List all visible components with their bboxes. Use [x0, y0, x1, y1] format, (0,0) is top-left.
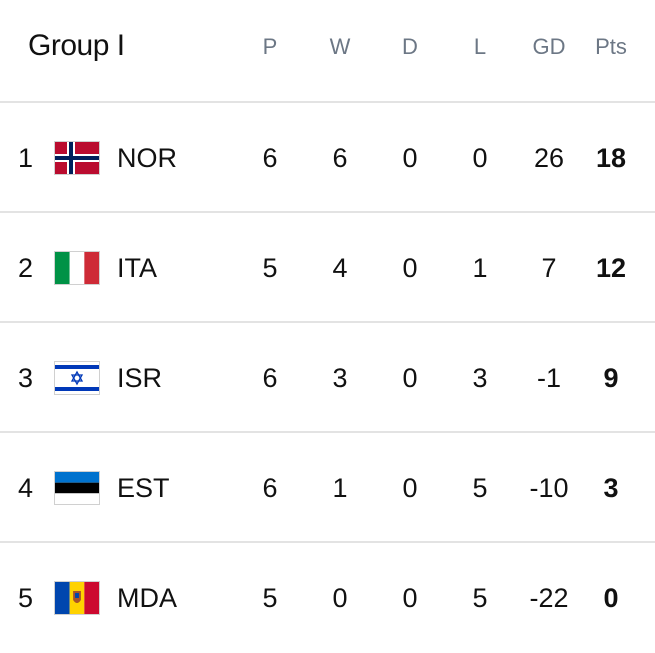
rank: 4	[18, 473, 34, 503]
goal-diff-value: -1	[536, 363, 561, 393]
lost-value: 3	[472, 363, 488, 393]
column-header-goal-diff: GD	[532, 34, 566, 59]
column-header-won: W	[329, 34, 351, 59]
table-row[interactable]: 2 ITA 5 4 0 1 7 12	[0, 213, 655, 323]
team-name: ISR	[117, 363, 163, 393]
table-row[interactable]: 5 MDA 5 0 0 5 -22 0	[0, 543, 655, 653]
column-header-drawn: D	[402, 34, 418, 59]
points-value: 3	[603, 473, 619, 503]
drawn-value: 0	[402, 253, 418, 283]
column-header-points: Pts	[595, 34, 627, 59]
table-header: Group I P W D L GD Pts	[0, 0, 655, 103]
lost-value: 1	[472, 253, 488, 283]
team-name: ITA	[117, 253, 157, 283]
israel-flag-icon	[55, 362, 99, 394]
group-title: Group I	[28, 29, 125, 62]
goal-diff-value: 26	[533, 143, 565, 173]
goal-diff-value: -10	[529, 473, 569, 503]
points-value: 0	[603, 583, 619, 613]
estonia-flag-icon	[55, 472, 99, 504]
won-value: 0	[332, 583, 348, 613]
drawn-value: 0	[402, 473, 418, 503]
table-row[interactable]: 1 NOR 6 6 0 0 26 18	[0, 103, 655, 213]
team-name: EST	[117, 473, 170, 503]
goal-diff-value: 7	[541, 253, 557, 283]
column-header-played: P	[262, 34, 278, 59]
norway-flag-icon	[55, 142, 99, 174]
played-value: 6	[262, 473, 278, 503]
team-name: NOR	[117, 143, 177, 173]
rank: 2	[18, 253, 34, 283]
played-value: 6	[262, 363, 278, 393]
won-value: 4	[332, 253, 348, 283]
lost-value: 5	[472, 473, 488, 503]
moldova-flag-icon	[55, 582, 99, 614]
goal-diff-value: -22	[529, 583, 569, 613]
table-row[interactable]: 4 EST 6 1 0 5 -10 3	[0, 433, 655, 543]
won-value: 3	[332, 363, 348, 393]
drawn-value: 0	[402, 583, 418, 613]
rank: 3	[18, 363, 34, 393]
points-value: 18	[595, 143, 627, 173]
table-row[interactable]: 3 ISR 6 3 0 3 -1 9	[0, 323, 655, 433]
points-value: 12	[595, 253, 627, 283]
won-value: 1	[332, 473, 348, 503]
lost-value: 5	[472, 583, 488, 613]
played-value: 5	[262, 583, 278, 613]
drawn-value: 0	[402, 143, 418, 173]
played-value: 6	[262, 143, 278, 173]
lost-value: 0	[472, 143, 488, 173]
rank: 1	[18, 143, 34, 173]
column-header-lost: L	[473, 34, 487, 59]
team-name: MDA	[117, 583, 177, 613]
drawn-value: 0	[402, 363, 418, 393]
italy-flag-icon	[55, 252, 99, 284]
won-value: 6	[332, 143, 348, 173]
played-value: 5	[262, 253, 278, 283]
points-value: 9	[603, 363, 619, 393]
rank: 5	[18, 583, 34, 613]
